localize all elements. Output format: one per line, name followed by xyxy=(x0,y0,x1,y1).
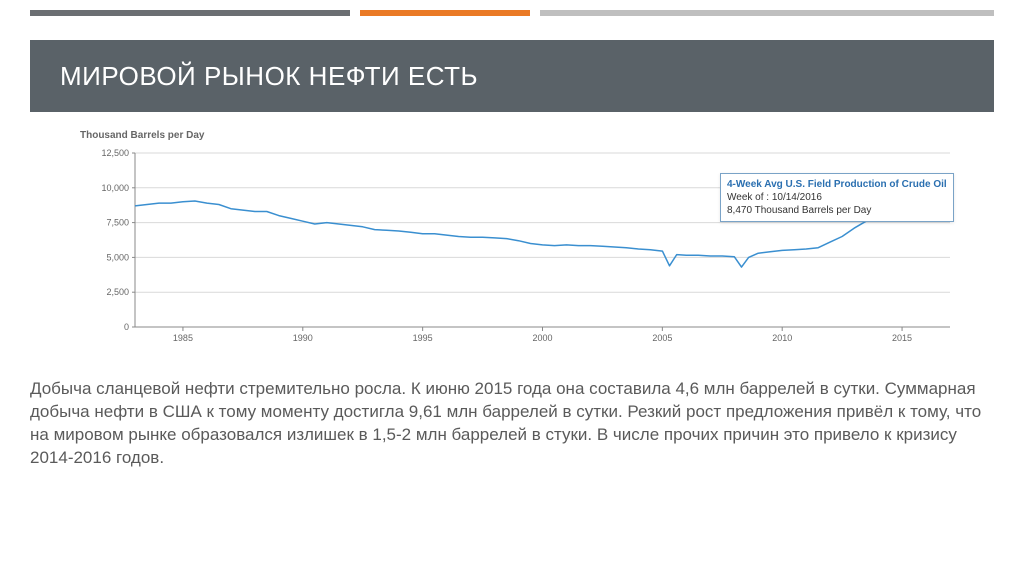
svg-text:2010: 2010 xyxy=(772,333,792,343)
chart: Thousand Barrels per Day 0 2,500 5,000 7,50… xyxy=(80,130,960,360)
svg-text:2000: 2000 xyxy=(532,333,552,343)
svg-text:0: 0 xyxy=(124,322,129,332)
svg-text:1990: 1990 xyxy=(293,333,313,343)
slide-title: МИРОВОЙ РЫНОК НЕФТИ ЕСТЬ xyxy=(60,61,478,92)
tooltip-line-2: 8,470 Thousand Barrels per Day xyxy=(727,204,947,217)
svg-text:2015: 2015 xyxy=(892,333,912,343)
title-bar: МИРОВОЙ РЫНОК НЕФТИ ЕСТЬ xyxy=(30,40,994,112)
svg-text:10,000: 10,000 xyxy=(101,183,129,193)
svg-text:2,500: 2,500 xyxy=(106,287,129,297)
tooltip-title: 4-Week Avg U.S. Field Production of Crud… xyxy=(727,178,947,191)
svg-text:2005: 2005 xyxy=(652,333,672,343)
chart-y-axis-title: Thousand Barrels per Day xyxy=(80,130,960,141)
svg-text:1985: 1985 xyxy=(173,333,193,343)
chart-plot: 0 2,500 5,000 7,500 10,000 12,500 1985 1990 1995… xyxy=(80,145,960,345)
svg-text:12,500: 12,500 xyxy=(101,148,129,158)
accent-bar-mid xyxy=(360,10,530,16)
svg-text:5,000: 5,000 xyxy=(106,252,129,262)
svg-text:7,500: 7,500 xyxy=(106,218,129,228)
slide: МИРОВОЙ РЫНОК НЕФТИ ЕСТЬ Thousand Barrel… xyxy=(0,0,1024,576)
accent-bar-left xyxy=(30,10,350,16)
svg-text:1995: 1995 xyxy=(413,333,433,343)
chart-tooltip: 4-Week Avg U.S. Field Production of Crud… xyxy=(720,173,954,222)
accent-bar-right xyxy=(540,10,994,16)
body-paragraph: Добыча сланцевой нефти стремительно росл… xyxy=(30,378,994,470)
tooltip-line-1: Week of : 10/14/2016 xyxy=(727,191,947,204)
